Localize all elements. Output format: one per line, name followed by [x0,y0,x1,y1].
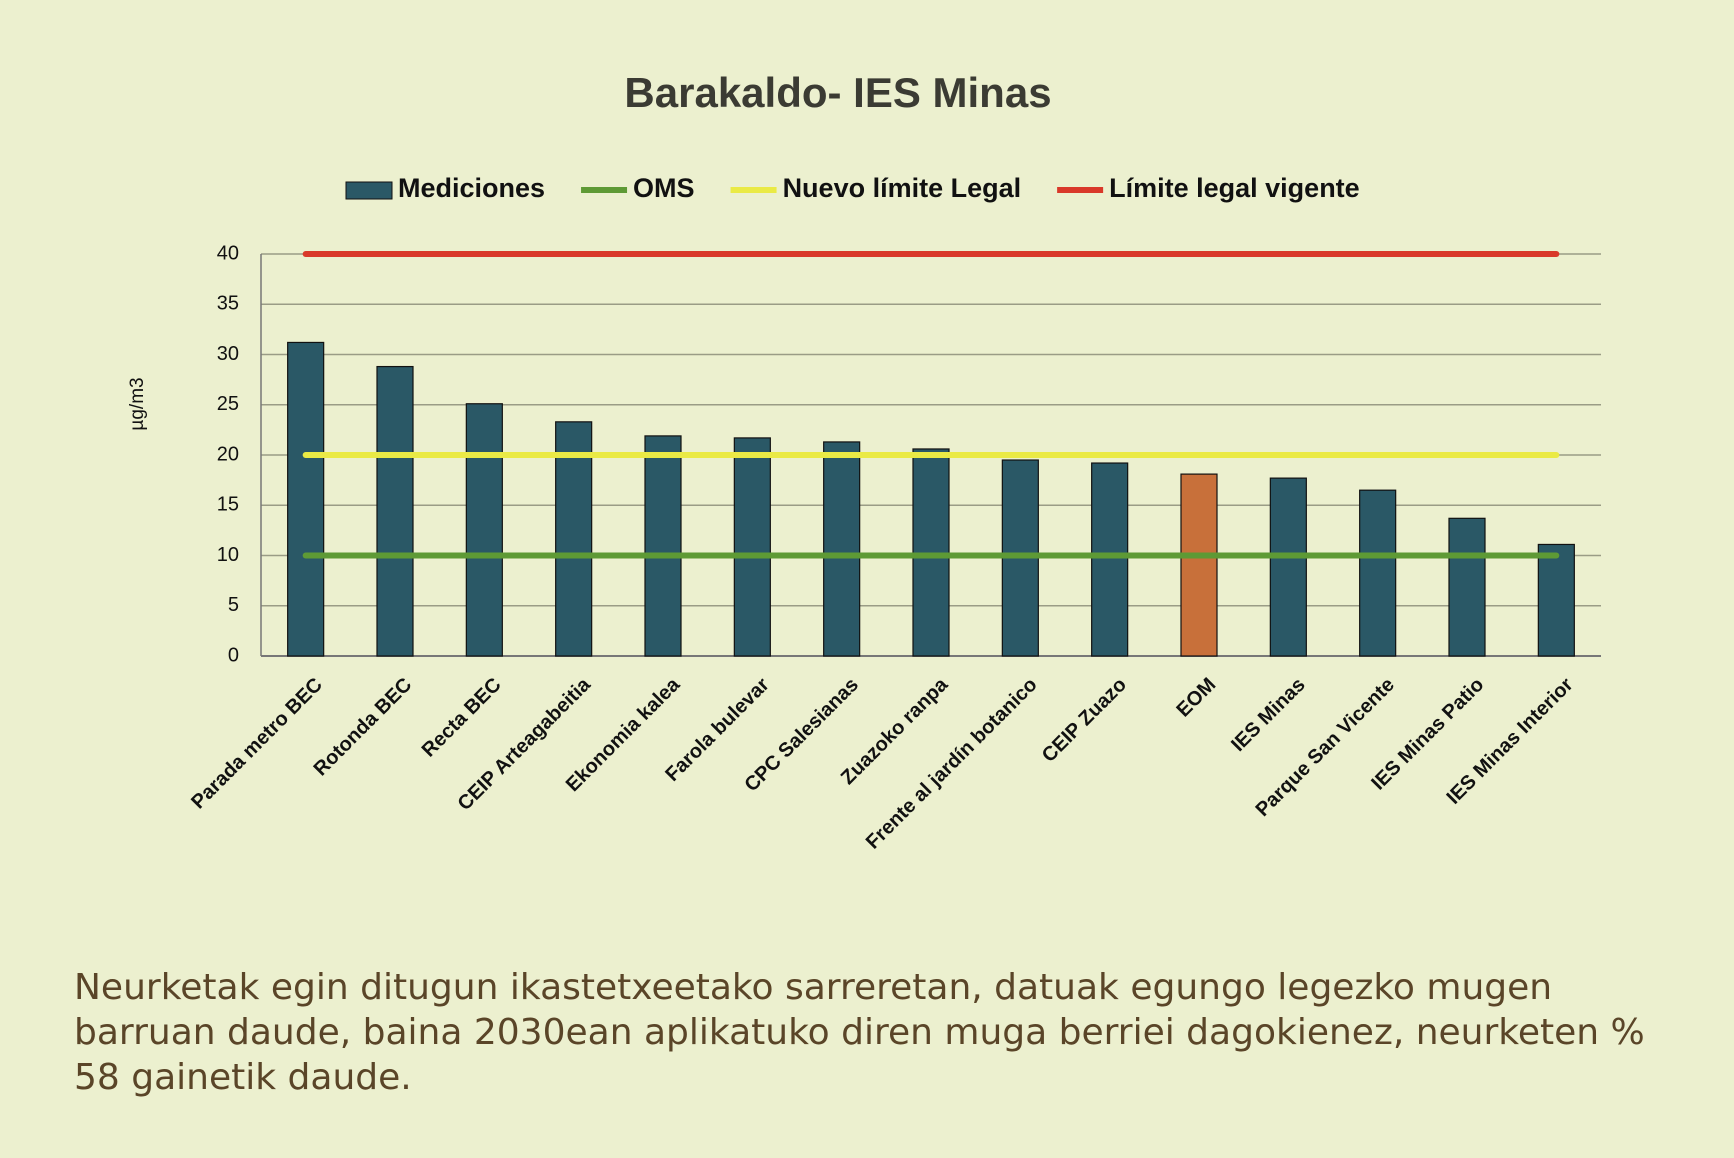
bar [823,441,861,657]
y-tick-label: 0 [228,644,239,666]
bar [465,403,503,657]
note: Neurketak egin ditugun ikastetxeetako sa… [74,967,1645,1098]
bar [733,437,771,657]
legend-label: Mediciones [398,173,545,203]
y-tick-label: 25 [217,393,239,415]
y-tick-label: 10 [217,544,239,566]
y-tick-label: 30 [217,343,239,365]
chart-title: Barakaldo- IES Minas [624,69,1051,116]
legend-label: Nuevo límite Legal [783,173,1022,203]
bar [287,341,325,657]
legend-label: Límite legal vigente [1109,173,1360,203]
legend-label: OMS [633,173,695,203]
bar [1180,473,1218,657]
legend-swatch [345,181,393,200]
y-tick-label: 20 [217,443,239,465]
x-tick-label: EOM [1172,674,1220,722]
x-tick-label: CEIP Zuazo [1038,674,1131,767]
bar [1091,462,1129,657]
bar [1359,489,1397,657]
bar [1448,517,1486,657]
x-tick-label: Parada metro BEC [187,674,327,814]
bar [644,435,682,657]
y-tick-label: 40 [217,242,239,264]
bar [1269,477,1307,657]
bar [376,365,414,657]
x-tick-label: IES Minas [1227,674,1309,756]
bar [555,421,593,657]
x-tick-label: Frente al jardín botanico [862,674,1042,854]
bar [912,448,950,657]
y-tick-label: 5 [228,594,239,616]
chart: Barakaldo- IES Minas µg/m3 0 5 10 15 20 25 30 3… [127,69,1601,854]
bar [1537,543,1575,657]
y-axis-label: µg/m3 [127,377,148,430]
x-tick-label: Recta BEC [418,674,506,762]
y-tick-label: 15 [217,494,239,516]
y-tick-label: 35 [217,293,239,315]
